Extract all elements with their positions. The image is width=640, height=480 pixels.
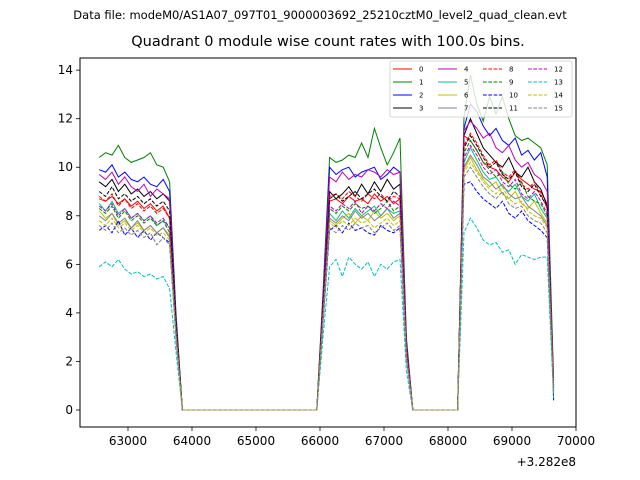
legend-label-9: 9 [509,79,513,87]
legend-label-14: 14 [554,92,563,100]
legend-label-3: 3 [419,105,423,113]
legend-label-4: 4 [464,66,469,74]
data-file-suptitle: Data file: modeM0/AS1A07_097T01_90000036… [73,8,567,22]
x-tick-label: 68000 [429,434,467,448]
legend-label-10: 10 [509,92,518,100]
x-tick-label: 64000 [173,434,211,448]
legend-box [389,60,573,118]
series-line-13 [98,217,555,411]
x-tick-label: 67000 [365,434,403,448]
y-tick-label: 12 [58,112,73,126]
series-layer [98,74,555,411]
y-tick-label: 4 [65,306,73,320]
y-tick-label: 6 [65,257,73,271]
y-tick-label: 8 [65,209,73,223]
legend-label-8: 8 [509,66,513,74]
plot-frame [79,57,577,428]
y-tick-label: 10 [58,160,73,174]
series-line-15 [98,166,555,411]
chart-title: Quadrant 0 module wise count rates with … [131,34,525,50]
legend-label-1: 1 [419,79,423,87]
x-tick-label: 70000 [557,434,595,448]
legend-label-15: 15 [554,105,563,113]
x-tick-label: 69000 [493,434,531,448]
legend-label-6: 6 [464,92,469,100]
x-offset-label: +3.282e8 [517,455,576,469]
series-line-7 [98,154,555,411]
x-tick-label: 66000 [301,434,339,448]
legend-label-13: 13 [554,79,563,87]
y-tick-label: 14 [58,63,73,77]
legend-label-11: 11 [509,105,518,113]
x-tick-label: 63000 [109,434,147,448]
y-tick-label: 2 [65,354,73,368]
legend-label-5: 5 [464,79,468,87]
axes-layer: 63000 64000 65000 66000 67000 68000 69000 70000… [58,63,595,448]
x-tick-label: 65000 [237,434,275,448]
legend-label-0: 0 [419,66,423,74]
legend-label-7: 7 [464,105,468,113]
series-line-4 [98,120,555,411]
series-line-14 [98,161,555,411]
legend-label-2: 2 [419,92,423,100]
y-tick-label: 0 [65,403,73,417]
legend-label-12: 12 [554,66,563,74]
